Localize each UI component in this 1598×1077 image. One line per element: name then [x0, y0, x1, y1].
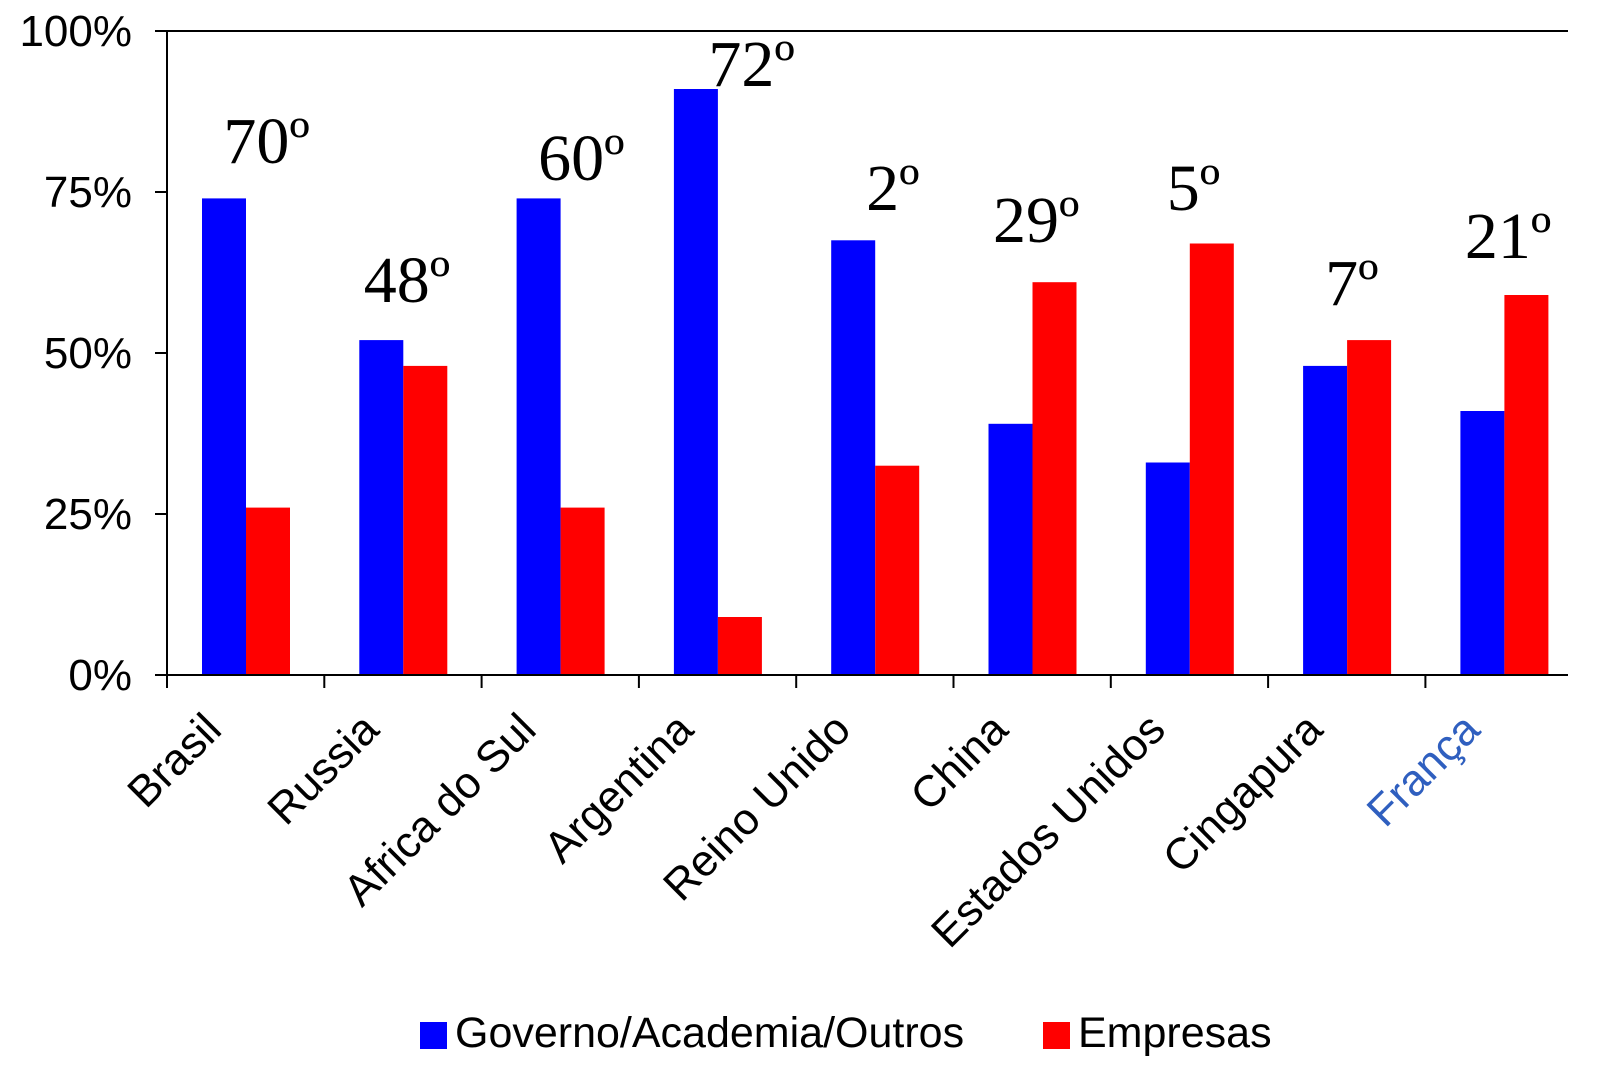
rank-annotation-reino-unido: 2º [866, 152, 919, 225]
rank-annotation-brasil: 70º [223, 105, 309, 178]
legend-swatch-empresas [1043, 1022, 1070, 1049]
bar-empresas-africa-do-sul [560, 507, 605, 675]
bar-governo-academia-outros-russia [359, 340, 404, 675]
rank-annotation-cingapura: 7º [1325, 247, 1378, 320]
x-tick-label-cingapura: Cingapura [1154, 704, 1333, 883]
y-tick-label: 25% [44, 490, 132, 539]
y-tick-label: 100% [19, 7, 132, 56]
y-tick-label: 0% [68, 651, 132, 700]
rank-annotation-estados-unidos: 5º [1167, 152, 1220, 225]
legend: Governo/Academia/Outros Empresas [420, 1009, 1272, 1057]
y-tick-labels: 0% 25% 50% 75% 100% [19, 7, 132, 700]
axes-layer [155, 30, 1568, 688]
rank-annotation-russia: 48º [364, 244, 450, 317]
bar-empresas-russia [403, 365, 448, 675]
bar-empresas-reino-unido [875, 465, 920, 675]
bars-layer [202, 89, 1549, 676]
bar-governo-academia-outros-estados-unidos [1145, 462, 1190, 675]
bar-empresas-brasil [246, 507, 290, 675]
rank-annotation-argentina: 72º [708, 28, 794, 101]
x-tick-label-russia: Russia [258, 704, 388, 834]
legend-swatch-governo [420, 1022, 447, 1049]
bar-governo-academia-outros-africa-do-sul [516, 198, 561, 675]
legend-label-governo: Governo/Academia/Outros [455, 1009, 964, 1057]
x-tick-label-brasil: Brasil [118, 704, 230, 816]
x-tick-label-argentina: Argentina [535, 704, 703, 872]
y-tick-label: 75% [44, 168, 132, 217]
bar-governo-academia-outros-reino-unido [831, 240, 876, 676]
bar-empresas-franca [1504, 295, 1549, 675]
bar-governo-academia-outros-china [988, 423, 1033, 675]
bar-governo-academia-outros-argentina [673, 89, 718, 675]
bar-empresas-cingapura [1347, 340, 1392, 675]
rank-annotations: 70º 48º 60º 72º 2º 29º 5º 7º 21º [223, 28, 1551, 320]
rank-annotation-franca: 21º [1465, 200, 1551, 273]
bar-governo-academia-outros-cingapura [1303, 365, 1348, 675]
y-tick-label: 50% [44, 329, 132, 378]
x-tick-label-china: China [901, 704, 1017, 820]
legend-label-empresas: Empresas [1078, 1009, 1272, 1057]
bar-governo-academia-outros-franca [1460, 411, 1505, 675]
bar-governo-academia-outros-brasil [202, 198, 246, 675]
x-tick-label-franca: França [1358, 704, 1490, 836]
bar-empresas-argentina [717, 617, 762, 675]
rank-annotation-china: 29º [993, 184, 1079, 257]
bar-empresas-estados-unidos [1189, 243, 1234, 675]
rank-annotation-africa-do-sul: 60º [538, 122, 624, 195]
bar-empresas-china [1032, 282, 1077, 675]
